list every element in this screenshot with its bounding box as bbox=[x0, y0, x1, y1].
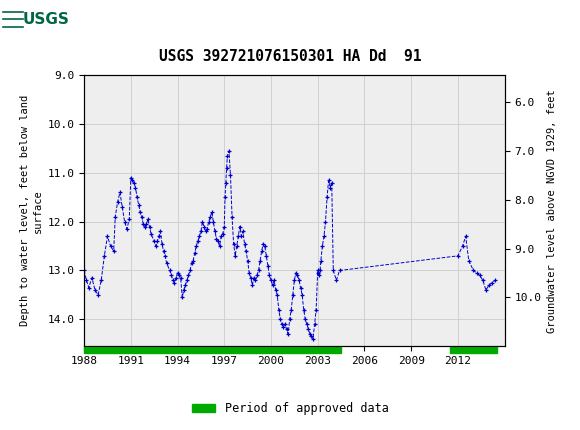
Text: USGS 392721076150301 HA Dd  91: USGS 392721076150301 HA Dd 91 bbox=[159, 49, 421, 64]
Y-axis label: Groundwater level above NGVD 1929, feet: Groundwater level above NGVD 1929, feet bbox=[547, 89, 557, 332]
Text: USGS: USGS bbox=[23, 12, 70, 27]
Bar bbox=[450, 347, 497, 353]
Legend: Period of approved data: Period of approved data bbox=[187, 397, 393, 420]
Bar bbox=[84, 347, 341, 353]
Y-axis label: Depth to water level, feet below land
surface: Depth to water level, feet below land su… bbox=[20, 95, 44, 326]
